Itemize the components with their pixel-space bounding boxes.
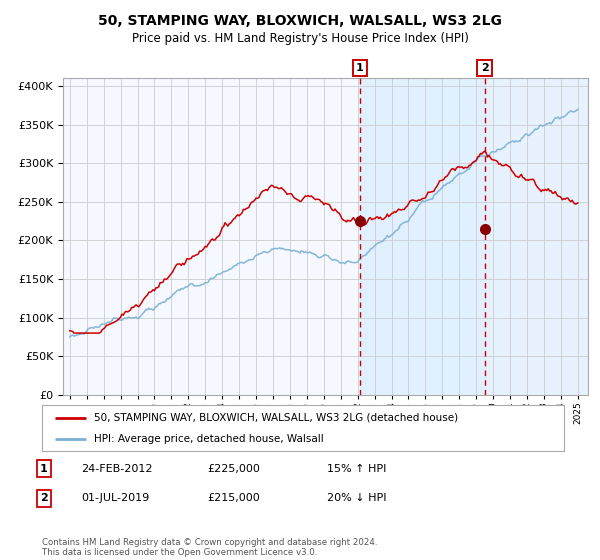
- Bar: [485, 78, 588, 395]
- Text: 1: 1: [356, 63, 364, 73]
- Text: 1: 1: [40, 464, 47, 474]
- Text: HPI: Average price, detached house, Walsall: HPI: Average price, detached house, Wals…: [94, 435, 324, 444]
- Bar: [360, 78, 485, 395]
- Text: 50, STAMPING WAY, BLOXWICH, WALSALL, WS3 2LG: 50, STAMPING WAY, BLOXWICH, WALSALL, WS3…: [98, 14, 502, 28]
- Text: Contains HM Land Registry data © Crown copyright and database right 2024.
This d: Contains HM Land Registry data © Crown c…: [42, 538, 377, 557]
- Bar: [485, 78, 588, 395]
- Text: 01-JUL-2019: 01-JUL-2019: [81, 493, 149, 503]
- Text: 2: 2: [40, 493, 47, 503]
- Text: 20% ↓ HPI: 20% ↓ HPI: [327, 493, 386, 503]
- Text: 15% ↑ HPI: 15% ↑ HPI: [327, 464, 386, 474]
- Text: £215,000: £215,000: [207, 493, 260, 503]
- Text: 50, STAMPING WAY, BLOXWICH, WALSALL, WS3 2LG (detached house): 50, STAMPING WAY, BLOXWICH, WALSALL, WS3…: [94, 413, 458, 423]
- Text: 24-FEB-2012: 24-FEB-2012: [81, 464, 152, 474]
- Text: Price paid vs. HM Land Registry's House Price Index (HPI): Price paid vs. HM Land Registry's House …: [131, 32, 469, 45]
- Text: 2: 2: [481, 63, 488, 73]
- Text: £225,000: £225,000: [207, 464, 260, 474]
